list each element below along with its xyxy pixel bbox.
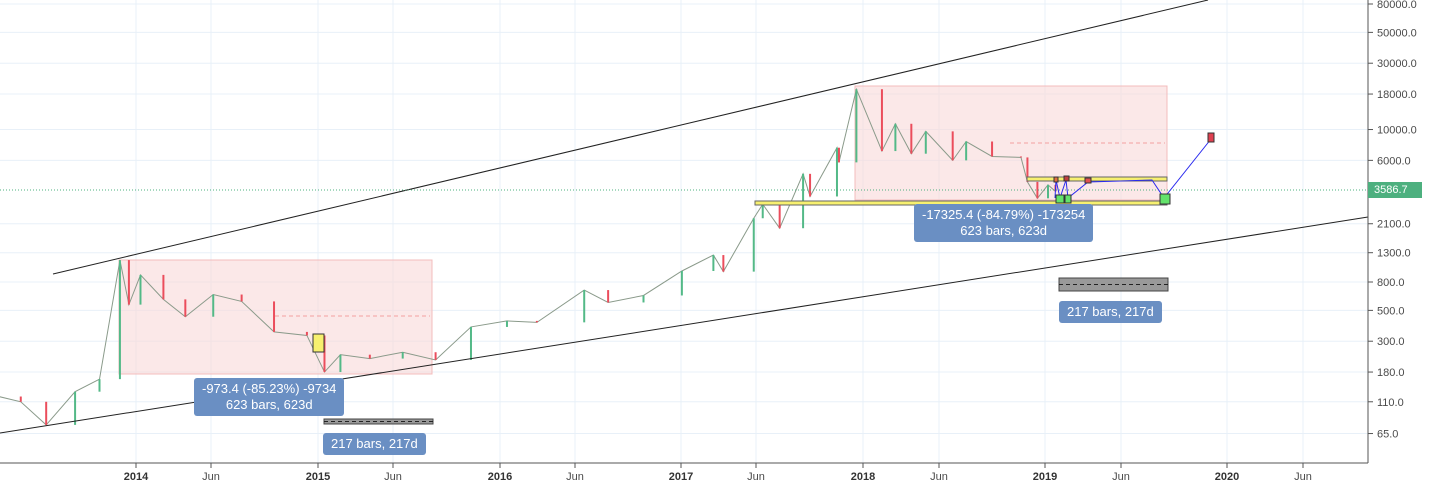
x-tick-label: 2020 (1215, 471, 1239, 483)
range-label-2015[interactable]: 217 bars, 217d (323, 433, 426, 455)
y-tick-label: 2100.0 (1377, 219, 1411, 231)
y-tick-label: 300.0 (1377, 336, 1405, 348)
y-tick-label: 30000.0 (1377, 58, 1417, 70)
resistance-rectangle[interactable] (1026, 176, 1168, 182)
price-series (0, 87, 1057, 426)
y-tick-label: 1300.0 (1377, 248, 1411, 260)
measure-bars: 623 bars, 623d (960, 223, 1048, 238)
x-tick-label: 2017 (669, 471, 693, 483)
y-tick-label: 65.0 (1377, 429, 1398, 441)
x-tick-label: Jun (747, 471, 765, 483)
measure-stats: -973.4 (-85.23%) -9734 (202, 381, 337, 396)
y-tick-label: 50000.0 (1377, 27, 1417, 39)
x-tick-label: Jun (384, 471, 402, 483)
measure-bars: 623 bars, 623d (225, 397, 313, 412)
drawdown-box-2014[interactable] (118, 259, 433, 375)
x-tick-label: Jun (1294, 471, 1312, 483)
upper-trendline[interactable] (52, 0, 1209, 275)
x-tick-label: 2018 (851, 471, 875, 483)
measure-label-2014[interactable]: -973.4 (-85.23%) -9734 623 bars, 623d (194, 378, 345, 416)
projection-point (1055, 194, 1065, 204)
x-tick-label: Jun (930, 471, 948, 483)
y-tick-label: 500.0 (1377, 305, 1405, 317)
range-label-2019[interactable]: 217 bars, 217d (1059, 301, 1162, 323)
price-line (0, 87, 1056, 426)
y-tick-label: 80000.0 (1377, 0, 1417, 11)
x-tick-label: 2016 (488, 471, 512, 483)
projection-point (1053, 176, 1059, 183)
y-tick-label: 180.0 (1377, 367, 1405, 379)
projection-point (1064, 194, 1072, 204)
x-tick-label: Jun (566, 471, 584, 483)
x-tick-label: Jun (202, 471, 220, 483)
projection-target (1207, 132, 1215, 143)
projection-point (1159, 193, 1171, 205)
y-tick-label: 18000.0 (1377, 89, 1417, 101)
y-tick-label: 110.0 (1377, 397, 1404, 409)
x-tick-label: Jun (1112, 471, 1130, 483)
range-bars: 217 bars, 217d (331, 436, 418, 451)
price-axis[interactable]: 80000.0 50000.0 30000.0 18000.0 10000.0 6000.… (1368, 0, 1417, 441)
range-bars: 217 bars, 217d (1067, 304, 1154, 319)
x-tick-label: 2015 (306, 471, 330, 483)
y-tick-label: 6000.0 (1377, 155, 1411, 167)
measure-stats: -17325.4 (-84.79%) -173254 (922, 207, 1086, 222)
y-tick-label: 800.0 (1377, 277, 1405, 289)
measure-label-2018[interactable]: -17325.4 (-84.79%) -173254 623 bars, 623… (914, 204, 1094, 242)
y-tick-label: 10000.0 (1377, 125, 1417, 137)
time-axis[interactable]: 2014 Jun 2015 Jun 2016 Jun 2017 Jun 2018 Jun 2019 J… (124, 463, 1312, 483)
last-price-badge: 3586.7 (1368, 182, 1422, 198)
marker-box[interactable] (312, 333, 325, 353)
x-tick-label: 2014 (124, 471, 149, 483)
projection-point (1063, 175, 1070, 182)
x-tick-label: 2019 (1033, 471, 1057, 483)
projection-point (1084, 177, 1092, 184)
